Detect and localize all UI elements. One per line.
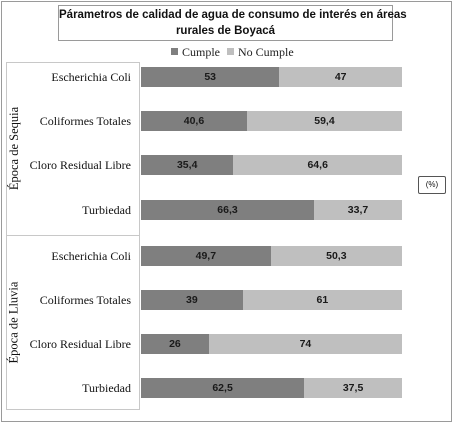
legend-label-cumple: Cumple	[182, 45, 220, 59]
chart-title-line-1: Párametros de calidad de agua de consumo…	[59, 9, 407, 21]
chart-title: Párametros de calidad de agua de consumo…	[58, 5, 407, 41]
bar-no-cumple	[314, 200, 402, 220]
category-label-cloro-residual-libre: Cloro Residual Libre	[29, 158, 131, 172]
data-label-no-cumple: 64,6	[307, 159, 328, 171]
data-label-no-cumple: 47	[334, 71, 347, 83]
data-label-no-cumple: 50,3	[326, 250, 347, 262]
category-label-coliformes-totales: Coliformes Totales	[39, 114, 131, 128]
bar-no-cumple	[270, 246, 402, 266]
category-label-escherichia-coli: Escherichia Coli	[51, 70, 131, 84]
bar-cumple	[141, 246, 271, 266]
data-label-cumple: 40,6	[183, 115, 205, 127]
category-label-turbiedad: Turbiedad	[82, 381, 131, 395]
bar-no-cumple	[279, 67, 402, 87]
data-label-cumple: 39	[186, 294, 198, 306]
unit-label: (%)	[418, 176, 446, 194]
data-label-cumple: 49,7	[195, 250, 217, 262]
data-label-cumple: 26	[169, 338, 181, 350]
category-label-coliformes-totales: Coliformes Totales	[39, 293, 131, 307]
data-label-cumple: 62,5	[212, 382, 233, 394]
data-label-cumple: 66,3	[217, 204, 238, 216]
data-label-no-cumple: 37,5	[342, 382, 364, 394]
data-label-no-cumple: 59,4	[314, 115, 335, 127]
data-label-cumple: 53	[204, 71, 216, 83]
bar-cumple	[141, 155, 234, 175]
bar-cumple	[141, 67, 280, 87]
bar-cumple	[141, 378, 305, 398]
bar-cumple	[141, 200, 315, 220]
category-label-cloro-residual-libre: Cloro Residual Libre	[29, 337, 131, 351]
bar-no-cumple	[246, 111, 402, 131]
data-label-cumple: 35,4	[176, 159, 198, 171]
legend-item-no-cumple: No Cumple	[227, 45, 294, 59]
data-label-no-cumple: 33,7	[347, 204, 369, 216]
chart-title-line-2: rurales de Boyacá	[175, 25, 276, 37]
bar-no-cumple	[233, 155, 402, 175]
legend-swatch-no-cumple	[227, 48, 234, 55]
legend-item-cumple: Cumple	[171, 45, 220, 59]
data-label-no-cumple: 61	[316, 294, 329, 306]
data-label-no-cumple: 74	[299, 338, 312, 350]
legend-swatch-cumple	[171, 48, 178, 55]
category-label-escherichia-coli: Escherichia Coli	[51, 249, 131, 263]
category-label-turbiedad: Turbiedad	[82, 203, 131, 217]
group-label-lluvia: Época de Lluvia	[6, 281, 21, 363]
category-axis-panel	[6, 62, 140, 410]
bar-cumple	[141, 290, 243, 310]
bar-no-cumple	[208, 334, 402, 354]
bar-no-cumple	[242, 290, 402, 310]
bar-cumple	[141, 334, 209, 354]
group-label-sequia: Época de Sequia	[6, 106, 21, 190]
bar-cumple	[141, 111, 247, 131]
bar-no-cumple	[304, 378, 402, 398]
group-divider	[6, 235, 140, 236]
legend-label-no-cumple: No Cumple	[238, 45, 294, 59]
chart-legend: Cumple No Cumple	[0, 45, 455, 59]
